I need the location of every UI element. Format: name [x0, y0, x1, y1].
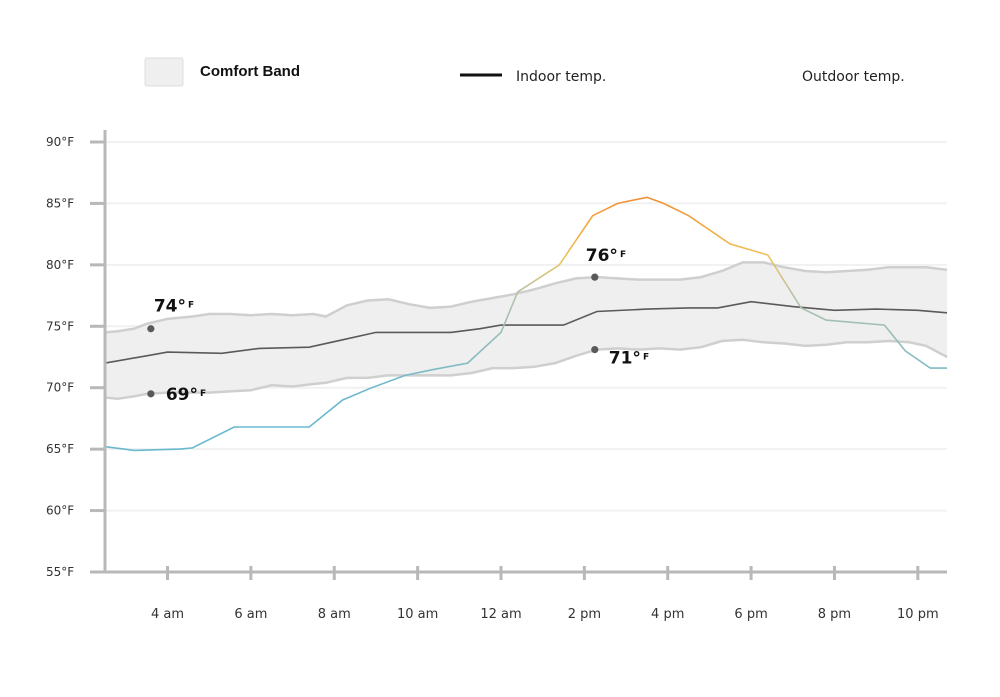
- x-tick-label: 4 pm: [651, 607, 684, 622]
- annotation-label: 74° F: [154, 297, 194, 317]
- x-tick-label: 2 pm: [568, 607, 601, 622]
- legend-outdoor-label: Outdoor temp.: [802, 69, 905, 85]
- annotation-label: 69° F: [166, 385, 206, 405]
- annotation-unit: F: [188, 301, 194, 311]
- annotation-unit: F: [620, 250, 626, 260]
- legend-indoor-label: Indoor temp.: [516, 69, 606, 85]
- annotation-dot: [591, 346, 599, 354]
- annotation-dot: [147, 325, 155, 333]
- y-tick-label: 60°F: [46, 504, 74, 518]
- y-tick-label: 65°F: [46, 442, 74, 456]
- x-tick-label: 8 am: [318, 607, 351, 622]
- annotation-dot: [147, 390, 155, 398]
- y-tick-label: 85°F: [46, 196, 74, 210]
- annotation-label: 76° F: [586, 246, 626, 266]
- x-tick-label: 4 am: [151, 607, 184, 622]
- x-tick-label: 10 pm: [897, 607, 939, 622]
- y-tick-label: 55°F: [46, 565, 74, 579]
- annotation-unit: F: [643, 353, 649, 363]
- legend: Comfort Band Indoor temp. Outdoor temp.: [144, 57, 905, 87]
- annotation-unit: F: [200, 389, 206, 399]
- axes: 55°F 60°F 65°F 70°F 75°F 80°F 85°F 90°F 4 am 6 am…: [46, 130, 947, 622]
- legend-comfort-band-label: Comfort Band: [200, 63, 300, 80]
- comfort-band-lower-edge: [104, 338, 948, 401]
- comfort-band-swatch: [144, 57, 184, 87]
- y-tick-label: 90°F: [46, 135, 74, 149]
- x-tick-label: 6 pm: [734, 607, 767, 622]
- outdoor-temp-line: [104, 196, 947, 452]
- y-tick-label: 80°F: [46, 258, 74, 272]
- y-tick-label: 70°F: [46, 381, 74, 395]
- x-tick-label: 8 pm: [818, 607, 851, 622]
- annotation-label: 71° F: [609, 349, 649, 369]
- annotation-value: 69°: [166, 385, 198, 405]
- annotation-value: 74°: [154, 297, 186, 317]
- x-tick-label: 12 am: [480, 607, 521, 622]
- comfort-band-area: [105, 262, 947, 399]
- annotation-dot: [591, 273, 599, 281]
- comfort-band-upper-edge: [104, 261, 948, 334]
- annotations: 74° F69° F76° F71° F: [147, 246, 649, 405]
- x-tick-label: 6 am: [234, 607, 267, 622]
- annotation-value: 76°: [586, 246, 618, 266]
- indoor-temp-line: [104, 300, 948, 364]
- y-tick-label: 75°F: [46, 319, 74, 333]
- x-tick-label: 10 am: [397, 607, 438, 622]
- annotation-value: 71°: [609, 349, 641, 369]
